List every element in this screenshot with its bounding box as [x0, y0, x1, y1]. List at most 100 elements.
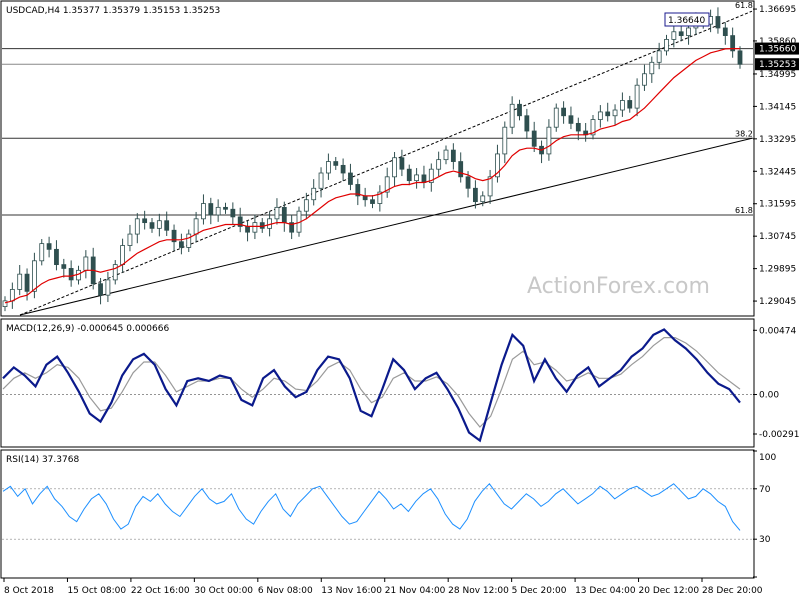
upper-channel-line [19, 10, 753, 316]
candle-body [715, 16, 721, 29]
price-tick-label: 1.31595 [759, 200, 796, 210]
candle-body [156, 220, 162, 229]
candle-body [215, 206, 221, 216]
candle-body [370, 199, 375, 204]
candle-body [642, 73, 647, 86]
candle-body [399, 157, 405, 170]
time-tick-label: 22 Oct 16:00 [131, 586, 190, 596]
price-tick-label: 1.30745 [759, 232, 796, 242]
candle-body [509, 103, 515, 128]
candle-body [436, 159, 442, 170]
support-trendline [19, 137, 753, 316]
candle-body [127, 233, 133, 246]
time-tick-label: 21 Nov 04:00 [385, 586, 446, 596]
price-tick-label: 1.36695 [759, 5, 796, 15]
candle-body [392, 157, 397, 178]
current-price-label: 1.35253 [759, 60, 796, 70]
candle-body [348, 172, 353, 185]
candle-body [561, 107, 566, 117]
candle-body [531, 130, 537, 147]
candle-body [237, 216, 243, 227]
time-tick-label: 13 Dec 04:00 [575, 586, 636, 596]
rsi-label: RSI(14) 37.3768 [6, 455, 79, 465]
candle-body [406, 168, 412, 182]
candle-body [142, 218, 148, 224]
candle-body [472, 187, 478, 203]
candle-body [620, 100, 625, 111]
time-tick-label: 30 Oct 00:00 [194, 586, 253, 596]
time-tick-label: 6 Nov 08:00 [258, 586, 313, 596]
price-tick-label: 1.35860 [759, 37, 796, 47]
candle-body [105, 279, 111, 296]
candle-body [289, 222, 295, 233]
candle-body [597, 111, 603, 120]
watermark: ActionForex.com [527, 274, 710, 299]
candle-body [384, 176, 390, 193]
candle-body [649, 61, 655, 75]
candle-body [686, 27, 691, 36]
candle-body [134, 218, 140, 235]
candle-body [737, 50, 743, 65]
price-panel [0, 0, 755, 317]
candle-body [32, 260, 37, 292]
candle-body [590, 119, 596, 136]
fib-label: 38.2 [735, 129, 753, 138]
time-tick-label: 8 Oct 2018 [4, 586, 54, 596]
candle-body [634, 84, 640, 109]
candle-body [311, 187, 317, 201]
candle-body [722, 27, 728, 36]
time-tick-label: 28 Nov 12:00 [448, 586, 509, 596]
candle-body [186, 233, 192, 248]
macd-tick-label: 0.00474 [759, 326, 796, 336]
candle-body [318, 172, 324, 189]
candle-body [281, 206, 287, 224]
candle-body [230, 208, 236, 218]
candle-body [487, 176, 493, 197]
candle-body [428, 168, 434, 183]
time-tick-label: 28 Dec 20:00 [702, 586, 763, 596]
candle-body [178, 241, 184, 248]
symbol-header: USDCAD,H4 1.35377 1.35379 1.35153 1.3525… [6, 6, 220, 16]
candle-body [83, 256, 89, 271]
candle-body [678, 31, 684, 36]
price-tick-label: 1.34995 [759, 70, 796, 80]
candle-body [414, 174, 420, 182]
rsi-tick-label: 30 [759, 535, 771, 545]
fib-label: 61.8 [735, 1, 753, 10]
candle-body [223, 206, 228, 210]
price-tick-label: 1.29045 [759, 297, 796, 307]
candle-body [274, 206, 280, 220]
candle-body [333, 161, 339, 166]
candle-body [120, 245, 125, 266]
price-tick-label: 1.29895 [759, 265, 796, 275]
current-price-box [755, 58, 799, 71]
price-tick-label: 1.34145 [759, 102, 796, 112]
candle-body [303, 199, 309, 212]
macd-tick-label: -0.002915 [759, 430, 800, 440]
ma-price-label: 1.35660 [759, 45, 796, 55]
candle-body [325, 161, 331, 174]
candle-body [627, 100, 633, 109]
candle-body [252, 222, 258, 233]
candle-body [450, 149, 456, 162]
candle-body [377, 191, 383, 204]
candle-body [546, 126, 552, 155]
macd-label: MACD(12,26,9) -0.000645 0.000666 [6, 324, 169, 334]
macd-signal-line [2, 337, 741, 428]
candle-body [2, 300, 8, 308]
candle-body [421, 174, 427, 183]
time-tick-label: 5 Dec 20:00 [512, 586, 567, 596]
candle-body [671, 31, 677, 40]
price-tick-label: 1.33295 [759, 135, 796, 145]
macd-panel [0, 318, 755, 448]
candle-body [61, 264, 67, 269]
candle-body [39, 243, 45, 262]
price-tick-label: 1.32445 [759, 167, 796, 177]
candle-body [656, 50, 662, 63]
candle-body [24, 273, 30, 292]
candle-body [605, 111, 611, 117]
candle-body [112, 264, 118, 281]
candle-body [612, 109, 618, 117]
time-tick-label: 13 Nov 16:00 [321, 586, 382, 596]
